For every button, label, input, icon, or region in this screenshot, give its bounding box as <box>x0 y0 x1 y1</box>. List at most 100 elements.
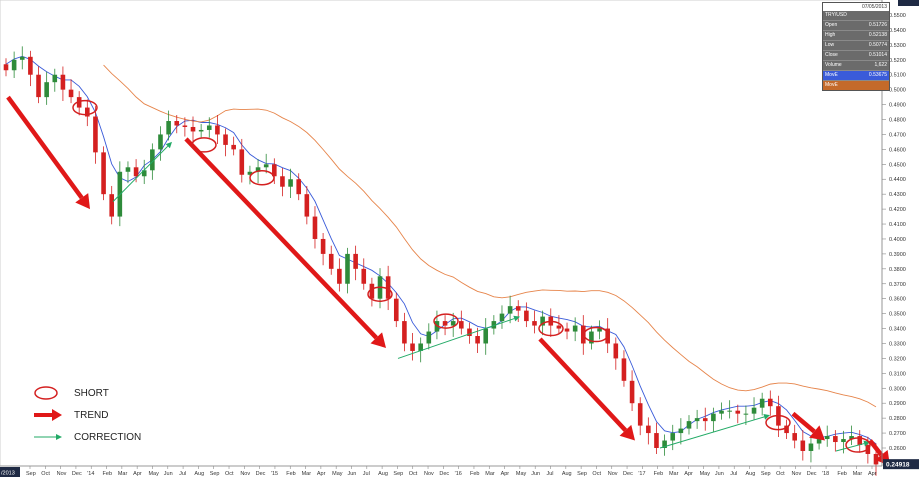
x-tick-label: Nov <box>791 471 801 477</box>
correction-arrow-1-head <box>165 141 172 149</box>
candle-body <box>263 164 269 168</box>
x-tick-label: Jul <box>363 471 370 477</box>
info-row: Open 0.51726 <box>823 20 889 30</box>
y-tick-label: 0.4400 <box>889 177 906 183</box>
legend: SHORT TREND CORRECTION <box>32 382 141 448</box>
ohlc-info-panel: 07/05/2013 TRY/USD Open 0.51726 High 0.52138… <box>822 2 890 91</box>
candle-body <box>76 97 82 108</box>
y-tick-label: 0.4100 <box>889 222 906 228</box>
candle-body <box>402 321 407 344</box>
trend-arrow-4-head <box>809 425 825 441</box>
annotations <box>6 95 890 466</box>
x-tick-label: Feb <box>286 471 295 477</box>
candle-body <box>28 56 33 75</box>
info-row-value: 0.53675 <box>868 72 887 78</box>
candle-body <box>182 125 188 127</box>
candle-body <box>499 313 505 322</box>
candle-body <box>727 410 732 412</box>
candle-body <box>223 134 228 145</box>
candle-body <box>215 125 220 135</box>
y-tick-label: 0.4700 <box>889 132 906 138</box>
correction-arrow-4 <box>835 443 865 452</box>
info-row: Close 0.51014 <box>823 50 889 60</box>
candle-body <box>507 306 513 314</box>
correction-arrow-2 <box>397 318 515 359</box>
x-tick-label: Mar <box>669 471 679 477</box>
candle-body <box>133 167 139 177</box>
x-axis: /2013 Sep Oct Nov Dec '14 Feb Mar Apr May Jun Jul Au… <box>0 465 882 477</box>
candle-body <box>459 321 464 329</box>
candle-body <box>735 410 741 414</box>
x-tick-label: '16 <box>455 471 462 477</box>
candle-body <box>613 343 619 359</box>
y-tick-label: 0.3300 <box>889 341 906 347</box>
y-tick-label: 0.4000 <box>889 237 906 243</box>
y-tick-label: 0.5300 <box>889 43 906 49</box>
x-tick-label: '15 <box>271 471 278 477</box>
y-tick-label: 0.3100 <box>889 371 906 377</box>
candle-body <box>524 310 529 322</box>
x-tick-label: May <box>700 471 711 477</box>
y-tick-label: 0.3500 <box>889 312 906 318</box>
correction-arrow-2-head <box>513 315 520 322</box>
candle-body <box>60 74 66 90</box>
candle-body <box>369 283 375 299</box>
candle-body <box>515 306 521 311</box>
candle-body <box>304 194 310 217</box>
top-price-tag <box>898 0 919 6</box>
info-row-value: 1,622 <box>874 62 887 68</box>
trend-arrow-3 <box>538 337 628 432</box>
legend-item-short: SHORT <box>32 382 141 404</box>
candle-body <box>190 126 196 132</box>
candle-body <box>450 321 456 326</box>
x-left-tag <box>0 467 20 477</box>
x-tick-label: Feb <box>654 471 663 477</box>
y-tick-label: 0.3000 <box>889 386 906 392</box>
y-tick-label: 0.2700 <box>889 431 906 437</box>
info-row-label: High <box>825 32 836 38</box>
candle-body <box>101 152 106 195</box>
short-marker-5 <box>433 313 459 329</box>
y-tick-label: 0.5400 <box>889 28 906 34</box>
candle-body <box>52 74 58 83</box>
candle-body <box>702 418 708 422</box>
y-tick-label: 0.2600 <box>889 446 906 452</box>
x-tick-label: Jun <box>347 471 356 477</box>
legend-label-correction: CORRECTION <box>74 431 142 443</box>
info-row-value: 0.51726 <box>868 22 887 28</box>
candle-body <box>540 316 545 326</box>
red-arrow-icon <box>32 407 64 423</box>
legend-item-trend: TREND <box>32 404 141 426</box>
legend-item-correction: CORRECTION <box>32 426 141 448</box>
candle-body <box>247 171 253 175</box>
x-tick-label: Sep <box>577 471 587 477</box>
info-row-label: MovE <box>825 82 838 88</box>
info-row: Volume 1,622 <box>823 60 889 70</box>
y-tick-label: 0.3600 <box>889 297 906 303</box>
candle-body <box>597 328 602 332</box>
candle-body <box>426 331 432 344</box>
candle-body <box>564 328 570 332</box>
y-tick-label: 0.4800 <box>889 118 906 124</box>
x-tick-label: Jul <box>547 471 554 477</box>
candle-body <box>678 428 684 434</box>
x-tick-label: Feb <box>470 471 479 477</box>
candle-body <box>68 89 74 98</box>
candle-body <box>792 433 797 441</box>
trend-arrow-2-head <box>370 332 386 348</box>
info-row: MovE 0.53675 <box>823 70 889 80</box>
candle-body <box>141 170 147 177</box>
candle-body <box>767 398 773 407</box>
red-ellipse-icon <box>32 385 64 401</box>
short-marker-2 <box>191 137 217 153</box>
candle-body <box>166 121 171 135</box>
candle-body <box>255 167 261 172</box>
candle-body <box>150 149 155 171</box>
x-tick-label: Feb <box>103 471 112 477</box>
x-tick-label: Aug <box>194 471 204 477</box>
info-row: TRY/USD <box>823 11 889 20</box>
ma-slow-line <box>103 64 877 408</box>
short-marker-1 <box>72 99 98 116</box>
y-tick-label: 0.5200 <box>889 58 906 64</box>
x-tick-label: May <box>516 471 527 477</box>
